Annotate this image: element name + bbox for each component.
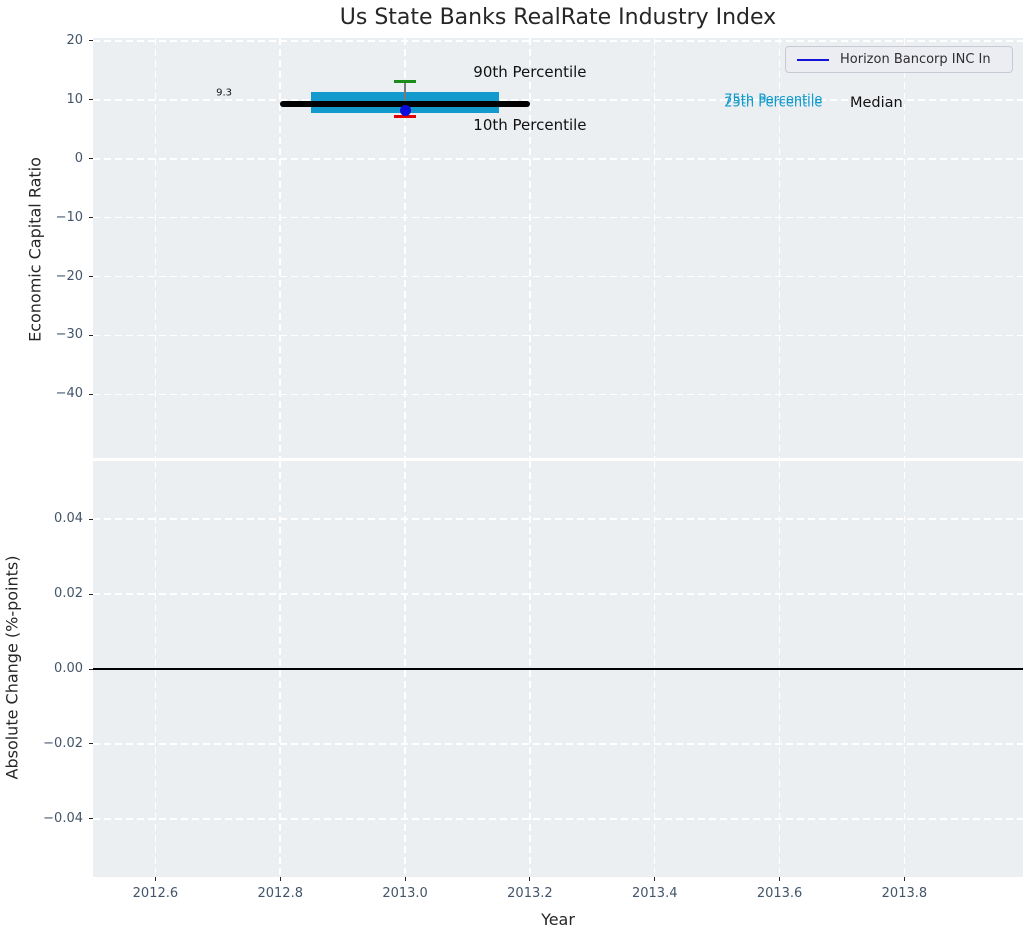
annotation-75th-percentile: 75th Percentile [724,92,823,108]
y-gridline [93,99,1023,101]
y-tick-label: 10 [66,91,83,107]
chart-title: Us State Banks RealRate Industry Index [339,5,777,30]
x-tick-label: 2013.0 [382,886,428,901]
y-gridline [93,393,1023,396]
x-gridline [778,38,781,458]
y-tick-label: 20 [66,32,83,48]
x-gridline [404,38,406,458]
y-tick-label: −0.04 [43,810,83,826]
company-dot [399,104,411,116]
y-tick-mark [89,276,93,278]
x-tick-label: 2013.2 [507,886,553,901]
x-tick-label: 2012.8 [257,886,303,901]
legend[interactable]: Horizon Bancorp INC In [785,46,1013,73]
x-axis-label: Year [541,910,575,929]
y-tick-mark [89,99,93,101]
p10-cap [394,115,416,119]
y-tick-mark [89,668,93,670]
median-line [280,100,530,108]
y-gridline [93,593,1023,595]
x-tick-mark [154,877,156,881]
x-tick-label: 2013.8 [881,886,928,901]
legend-line-swatch [797,58,829,61]
annotation-9-3: 9.3 [216,87,233,99]
y-tick-mark [89,743,93,745]
x-gridline [279,38,281,458]
x-gridline [653,38,656,458]
y-tick-mark [89,518,93,520]
y-tick-label: 0.02 [54,586,83,602]
y-tick-mark [89,393,93,395]
legend-label: Horizon Bancorp INC In [840,52,991,67]
zero-line [93,668,1023,670]
x-tick-mark [279,877,281,881]
whisker-line [404,81,406,117]
annotation-median: Median [849,94,903,111]
bottom-plot-area [93,461,1023,877]
y-gridline [93,518,1023,520]
y-tick-label: −0.02 [43,735,83,751]
annotation-90th-percentile: 90th Percentile [473,63,587,82]
x-tick-mark [404,877,406,881]
top-plot-area: 9.3 90th Percentile 10th Percentile 75th Pe… [93,38,1023,458]
x-tick-label: 2012.6 [132,886,179,901]
y-gridline [93,158,1023,160]
x-tick-mark [654,877,656,881]
p90-cap [394,80,416,84]
y-gridline [93,743,1023,745]
y-gridline [93,216,1023,219]
annotation-25th-percentile: 25th Percentile [724,95,823,111]
y-tick-mark [89,334,93,336]
x-gridline [154,38,157,458]
y-gridline [93,818,1023,820]
x-gridline [903,38,906,458]
y-gridline [93,40,1023,42]
x-tick-mark [903,877,905,881]
y-gridline [93,334,1023,337]
x-tick-mark [779,877,781,881]
y-tick-label: −20 [55,268,83,284]
y-tick-label: −40 [55,386,83,402]
y-tick-mark [89,40,93,42]
y-tick-mark [89,217,93,219]
y-tick-label: 0.00 [54,661,83,676]
y-tick-label: −30 [55,327,83,343]
x-tick-label: 2013.4 [631,886,678,901]
x-tick-mark [529,877,531,881]
x-gridline [529,38,531,458]
y-tick-mark [89,818,93,820]
y-tick-label: 0.04 [54,511,83,527]
annotation-10th-percentile: 10th Percentile [473,116,587,135]
y-gridline [93,275,1023,278]
x-tick-label: 2013.6 [756,886,803,901]
y-tick-label: −10 [55,209,83,225]
y-tick-label: 0 [74,150,83,166]
y-tick-mark [89,158,93,160]
y-tick-mark [89,593,93,595]
